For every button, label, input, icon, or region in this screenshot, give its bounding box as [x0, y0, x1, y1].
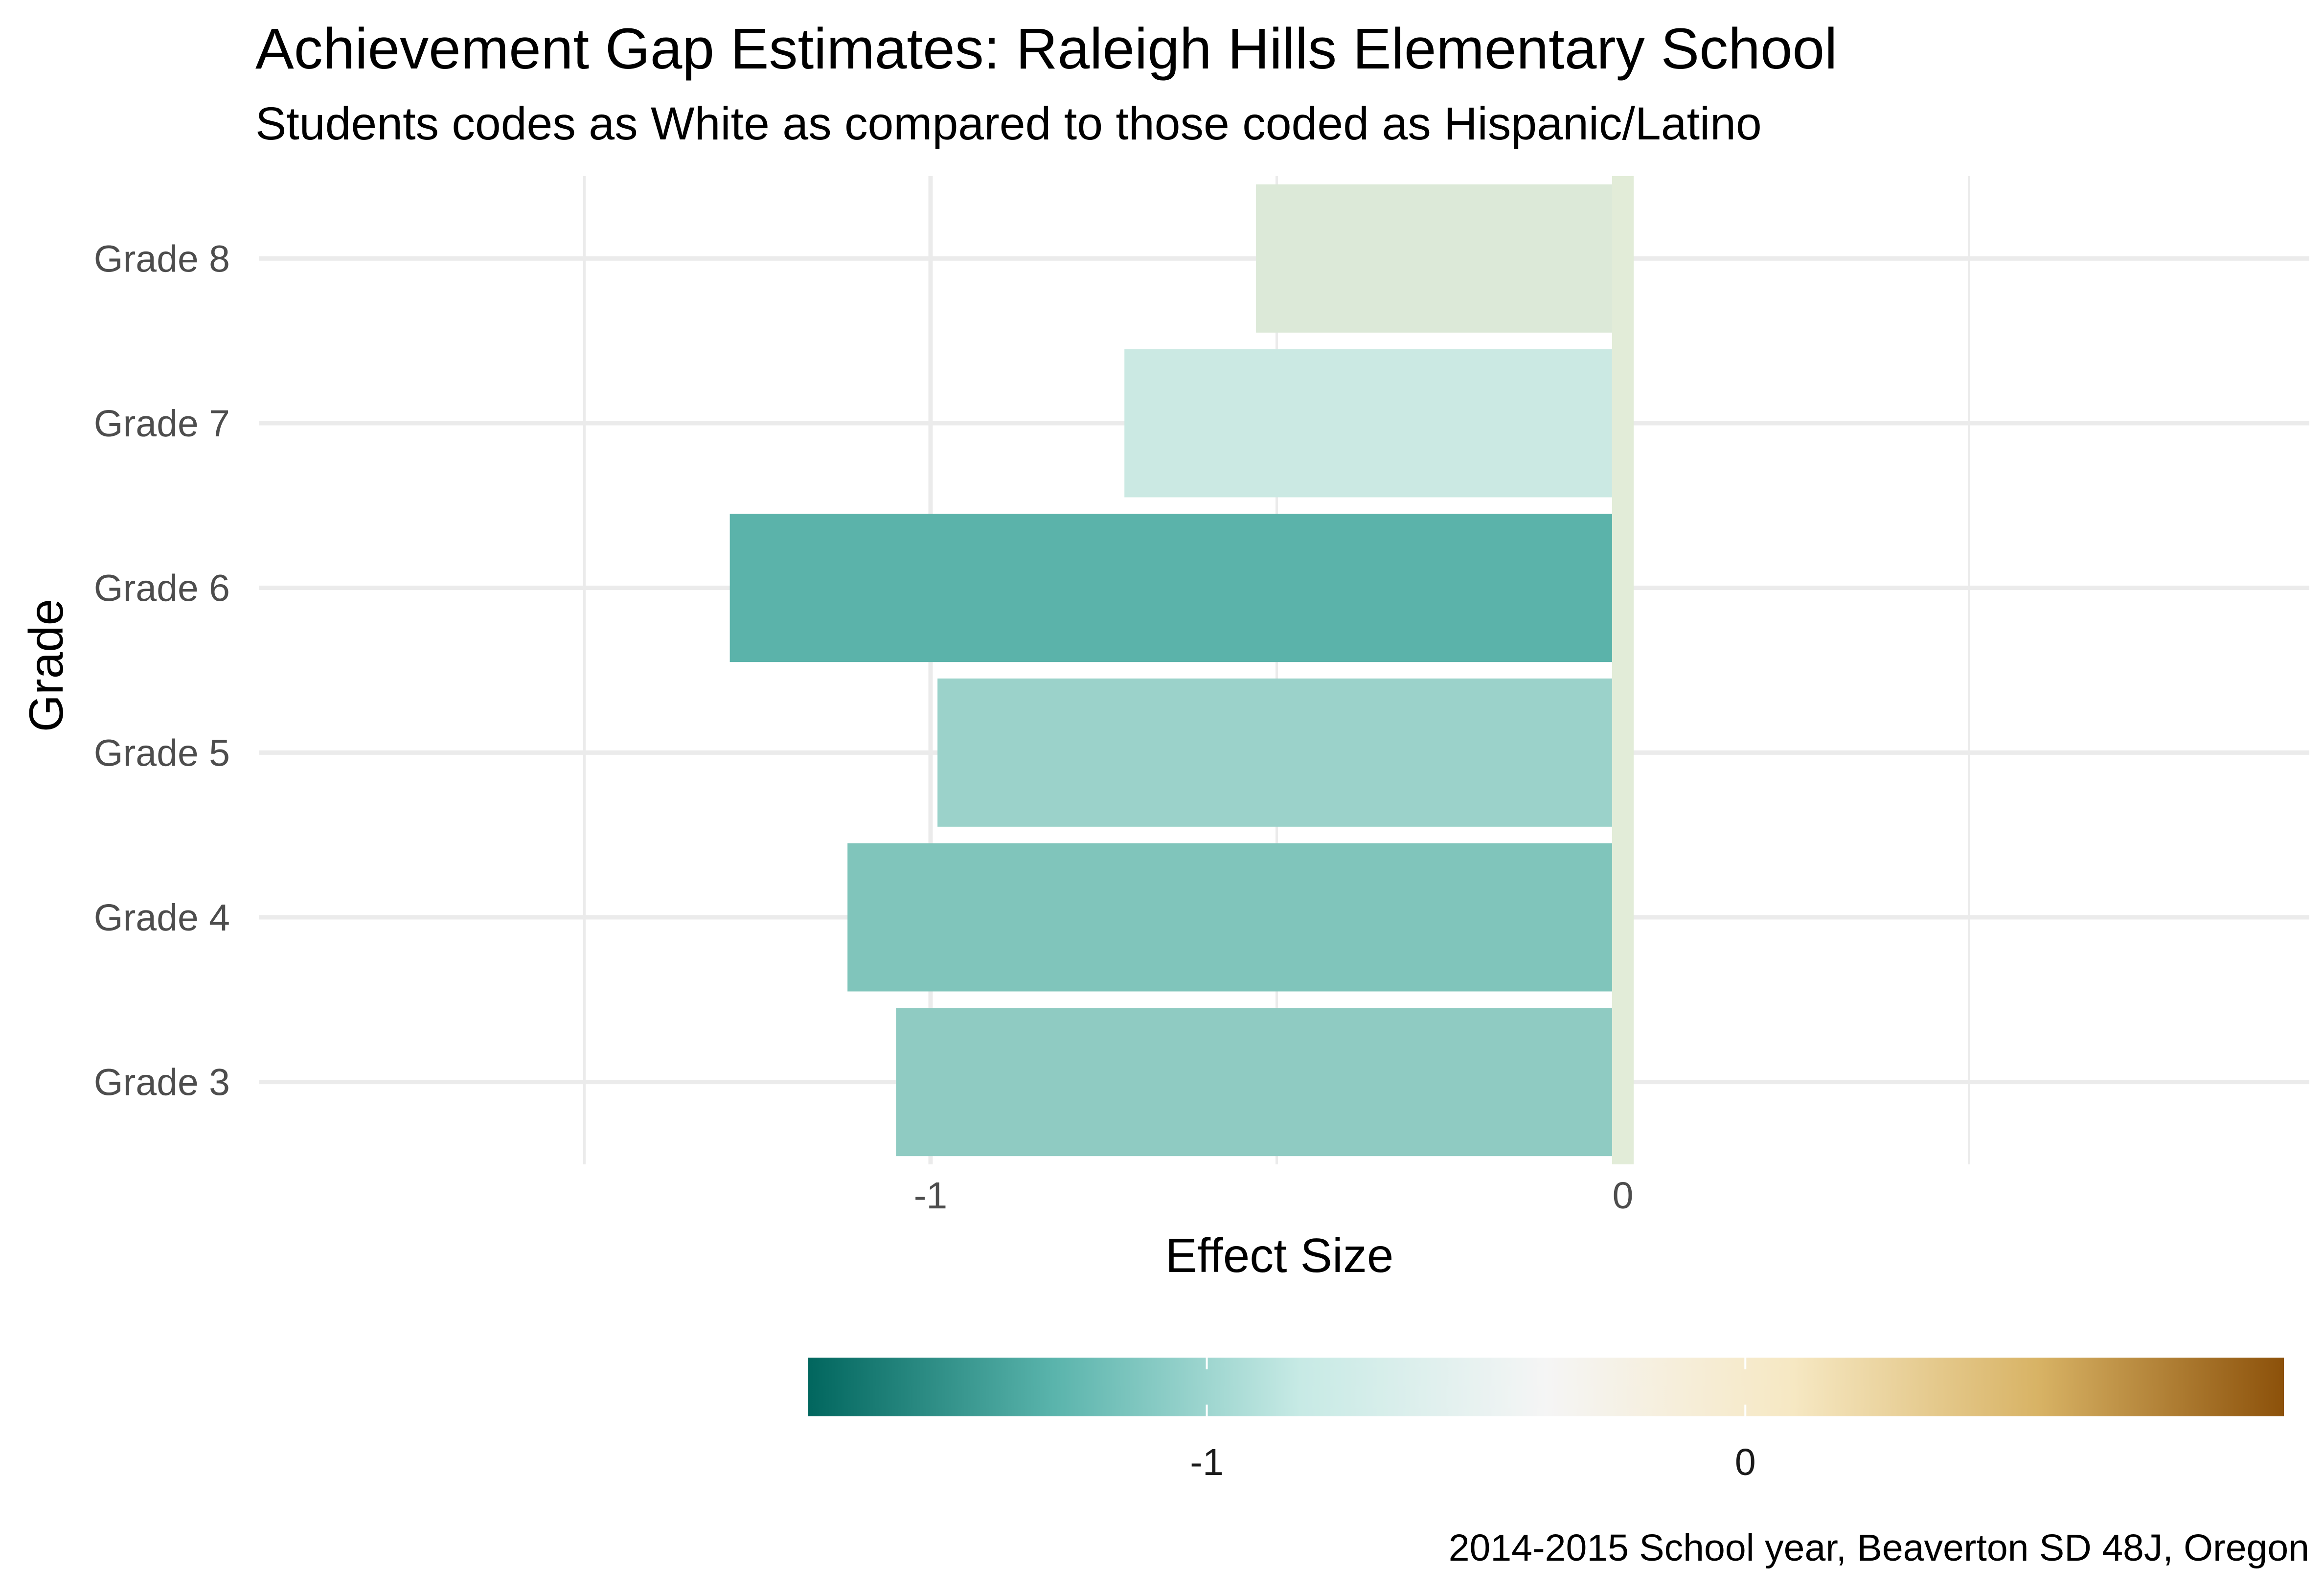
chart-caption: 2014-2015 School year, Beaverton SD 48J,…	[1449, 1527, 2309, 1569]
bar-grade-4	[847, 843, 1623, 992]
y-tick-label: Grade 8	[94, 238, 230, 280]
chart-title: Achievement Gap Estimates: Raleigh Hills…	[255, 17, 1837, 81]
y-tick-label: Grade 4	[94, 897, 230, 939]
colorbar-tick-label: -1	[1190, 1441, 1223, 1483]
y-tick-label: Grade 3	[94, 1062, 230, 1104]
bar-grade-7	[1124, 349, 1623, 498]
y-tick-label: Grade 7	[94, 403, 230, 445]
y-tick-label: Grade 6	[94, 568, 230, 610]
x-tick-label: 0	[1613, 1175, 1634, 1217]
x-tick-label: -1	[914, 1175, 947, 1217]
chart-subtitle: Students codes as White as compared to t…	[255, 98, 1762, 150]
bar-grade-5	[937, 678, 1623, 827]
bar-grade-8	[1256, 184, 1623, 333]
y-tick-label: Grade 5	[94, 732, 230, 774]
colorbar-legend: -1 0	[808, 1358, 2284, 1483]
bar-grade-3	[896, 1008, 1623, 1157]
plot-panel: Grade 3 Grade 4 Grade 5 Grade 6 Grade 7 Grade…	[94, 176, 2309, 1217]
zero-reference-line	[1612, 176, 1634, 1164]
colorbar	[808, 1358, 2284, 1416]
bar-grade-6	[729, 514, 1623, 662]
colorbar-tick-label: 0	[1735, 1441, 1756, 1483]
x-axis-title: Effect Size	[1165, 1228, 1394, 1282]
y-axis-title: Grade	[19, 599, 73, 732]
